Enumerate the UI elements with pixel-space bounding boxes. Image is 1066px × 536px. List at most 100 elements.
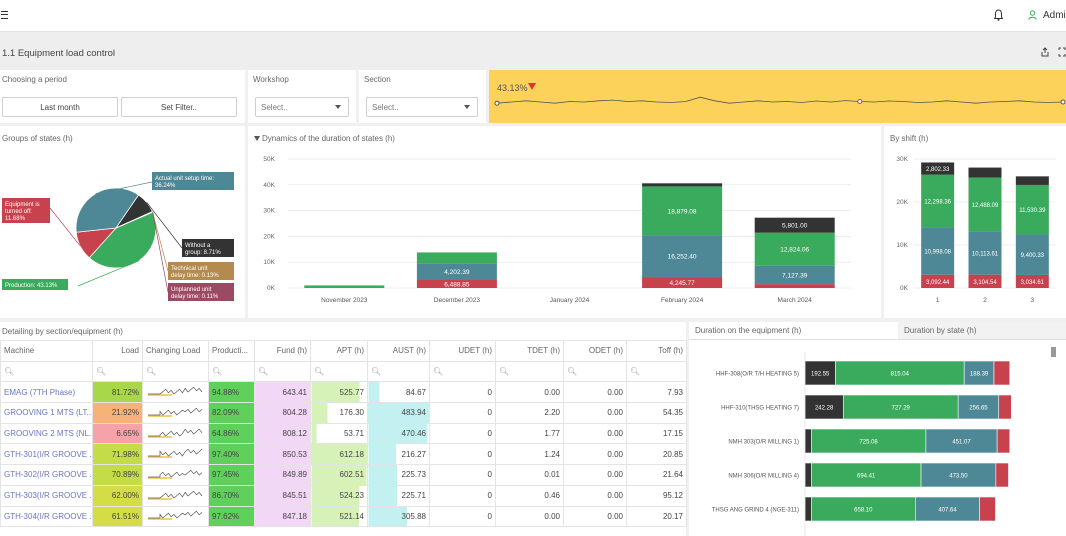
data-label: 2,802.33 [926, 167, 950, 173]
data-label: 725.08 [859, 440, 878, 446]
last-month-button[interactable]: Last month [2, 97, 118, 117]
search-icon[interactable]: 🔍︎ [626, 360, 687, 383]
aust-cell: 470.46 [367, 422, 430, 445]
col-load[interactable]: Load [92, 340, 143, 362]
load-cell: 21.92% [92, 402, 143, 424]
table-row[interactable]: GROOVING 2 MTS (NL... 6.65% 64.86% 808.12 53… [0, 422, 687, 445]
aust-cell: 483.94 [367, 402, 430, 424]
table-row[interactable]: GTH-304(I/R GROOVE ... 61.51% 97.62% 847.18… [0, 505, 687, 528]
pie-label-box [168, 262, 234, 280]
col-odet[interactable]: ODET (h) [563, 340, 627, 362]
machine-cell: GTH-302(I/R GROOVE ... [0, 464, 93, 486]
search-icon[interactable]: 🔍︎ [208, 360, 255, 383]
col-machine[interactable]: Machine [0, 340, 93, 362]
changing-load-cell [142, 381, 209, 404]
aust-cell: 216.27 [367, 443, 430, 466]
col-fund[interactable]: Fund (h) [254, 340, 311, 362]
search-icon[interactable]: 🔍︎ [0, 360, 93, 383]
col-udet[interactable]: UDET (h) [429, 340, 496, 362]
sparkline [148, 407, 203, 417]
changing-load-cell [142, 443, 209, 466]
load-cell: 71.98% [92, 443, 143, 466]
fund-cell: 643.41 [254, 381, 311, 404]
col-production[interactable]: Producti... [208, 340, 255, 362]
hamburger-icon[interactable] [1, 11, 8, 19]
data-label: 3,034.61 [1021, 280, 1045, 286]
changing-load-cell [142, 505, 209, 528]
user-name[interactable]: Admi [1043, 10, 1066, 21]
apt-cell: 525.77 [310, 381, 368, 404]
sparkline [148, 448, 203, 459]
collapse-triangle-icon[interactable] [254, 136, 260, 141]
search-icon[interactable]: 🔍︎ [495, 360, 564, 383]
workshop-select[interactable]: Select.. [255, 97, 349, 117]
search-icon[interactable]: 🔍︎ [563, 360, 627, 383]
table-row[interactable]: GTH-301(I/R GROOVE ... 71.98% 97.40% 850.53… [0, 443, 687, 466]
bar-segment [914, 496, 981, 522]
pie-leader-line [49, 207, 81, 247]
pie-label: Technical unit [171, 266, 208, 272]
period-label: Choosing a period [2, 75, 67, 84]
data-label: 727.29 [892, 406, 911, 412]
col-tdet[interactable]: TDET (h) [495, 340, 564, 362]
bar-segment [416, 263, 497, 281]
shift-chart: 0K 10K 20K 30K 1 3,092.44 10,998.08 12,298.36 2,… [896, 156, 1056, 304]
expand-icon[interactable] [1058, 47, 1066, 59]
search-icon[interactable]: 🔍︎ [310, 360, 368, 383]
y-tick-label: 10K [896, 242, 908, 249]
search-icon[interactable]: 🔍︎ [92, 360, 143, 383]
col-changing-load[interactable]: Changing Load [142, 340, 209, 362]
sparkline [148, 428, 203, 438]
odet-cell: 0.00 [563, 422, 627, 445]
bar-segment [968, 231, 1002, 275]
tab-duration-equipment[interactable]: Duration on the equipment (h) [689, 322, 897, 340]
table-row[interactable]: EMAG (7TH Phase) 81.72% 94.88% 643.41 525.77… [0, 381, 687, 404]
table-row[interactable]: GTH-303(I/R GROOVE ... 62.00% 86.70% 845.51… [0, 484, 687, 507]
equipment-chart: HHF-308(O/R T/H HEATING 5) 192.55 815.04 18… [712, 347, 1056, 536]
user-icon[interactable] [1028, 10, 1037, 22]
kpi-panel: 43.13% [489, 70, 1066, 123]
col-toff[interactable]: Toff (h) [626, 340, 687, 362]
sparkline-line [148, 428, 203, 437]
shift-title: By shift (h) [890, 134, 929, 143]
bar-segment [642, 235, 723, 278]
bell-icon[interactable] [993, 9, 1004, 21]
sparkline-end-point [1060, 99, 1066, 105]
section-select[interactable]: Select.. [366, 97, 478, 117]
pie-label: delay time: 0.13% [171, 273, 219, 279]
set-filter-button[interactable]: Set Filter.. [121, 97, 237, 117]
col-aust[interactable]: AUST (h) [367, 340, 430, 362]
chevron-down-icon [335, 105, 341, 109]
bar-segment [804, 428, 812, 454]
tab-duration-state[interactable]: Duration by state (h) [898, 322, 1066, 340]
col-apt[interactable]: APT (h) [310, 340, 368, 362]
bar-segment [921, 227, 955, 275]
machine-cell: GROOVING 2 MTS (NL... [0, 422, 93, 445]
tdet-cell: 0.46 [495, 484, 564, 507]
shift-panel: By shift (h) 0K 10K 20K 30K 1 3,092.44 10,998.… [884, 126, 1066, 318]
bar-segment [804, 462, 812, 488]
pie-label: Actual unit setup time: [155, 176, 214, 182]
y-tick-label: 10K [263, 259, 275, 266]
x-tick-label: March 2024 [778, 297, 813, 304]
table-row[interactable]: GROOVING 1 MTS (LT... 21.92% 82.09% 804.28 1… [0, 402, 687, 424]
apt-cell: 524.23 [310, 484, 368, 507]
search-icon[interactable]: 🔍︎ [254, 360, 311, 383]
search-icon[interactable]: 🔍︎ [142, 360, 209, 383]
pie-label-box [182, 239, 234, 257]
y-category-label: HHF-310(THSG HEATING 7) [721, 406, 799, 412]
pie-leader-line [152, 211, 169, 272]
sparkline [148, 511, 203, 521]
pie-label: delay time: 0.11% [171, 294, 219, 300]
search-icon[interactable]: 🔍︎ [367, 360, 430, 383]
table-header-row: Machine Load Changing Load Producti... F… [0, 340, 687, 362]
dynamics-panel: Dynamics of the duration of states (h) 0… [248, 126, 881, 318]
bar-segment [920, 462, 997, 488]
search-icon[interactable]: 🔍︎ [429, 360, 496, 383]
table-row[interactable]: GTH-302(I/R GROOVE ... 70.89% 97.45% 849.89… [0, 464, 687, 486]
share-icon[interactable] [1040, 47, 1050, 59]
y-tick-label: 0K [900, 285, 909, 292]
apt-cell: 602.51 [310, 464, 368, 486]
y-category-label: HHF-308(O/R T/H HEATING 5) [716, 372, 799, 378]
load-cell: 70.89% [92, 464, 143, 486]
